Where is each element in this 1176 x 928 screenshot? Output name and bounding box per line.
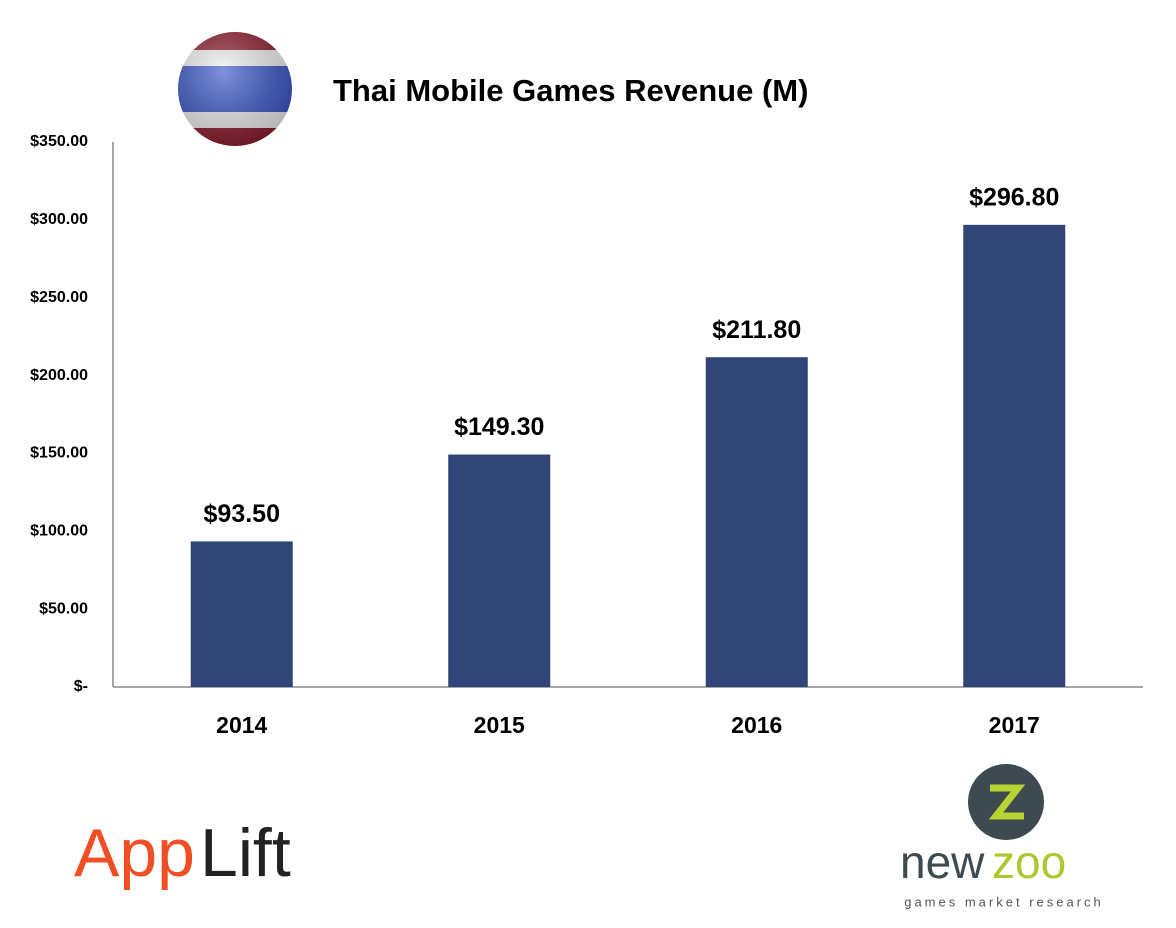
logo-text: Lift: [200, 815, 291, 891]
bar: [705, 357, 808, 687]
y-tick-label: $-: [74, 678, 88, 695]
y-tick-label: $50.00: [39, 600, 88, 617]
data-label: $296.80: [969, 183, 1059, 211]
y-tick-label: $300.00: [30, 211, 88, 228]
y-tick-label: $250.00: [30, 289, 88, 306]
y-tick-label: $150.00: [30, 445, 88, 462]
data-label: $149.30: [454, 413, 544, 441]
y-tick-label: $350.00: [30, 133, 88, 150]
x-tick-label: 2014: [216, 712, 267, 738]
chart-title: Thai Mobile Games Revenue (M): [333, 73, 808, 108]
bar: [963, 224, 1066, 687]
logo-tagline: games market research: [904, 894, 1104, 909]
x-tick-label: 2017: [989, 712, 1040, 738]
logo-text: zoo: [992, 836, 1066, 888]
y-tick-label: $200.00: [30, 367, 88, 384]
logo-text: App: [74, 815, 195, 891]
bar: [448, 454, 551, 687]
applift-logo: App Lift: [74, 815, 291, 891]
data-label: $93.50: [204, 500, 280, 528]
logo-text: new: [900, 836, 985, 888]
bar: [190, 541, 293, 687]
x-tick-label: 2015: [474, 712, 525, 738]
data-label: $211.80: [712, 316, 801, 344]
x-tick-label: 2016: [731, 712, 782, 738]
newzoo-logo: new zoo games market research: [900, 764, 1104, 909]
flag-icon: [178, 32, 292, 146]
y-tick-label: $100.00: [30, 523, 88, 540]
